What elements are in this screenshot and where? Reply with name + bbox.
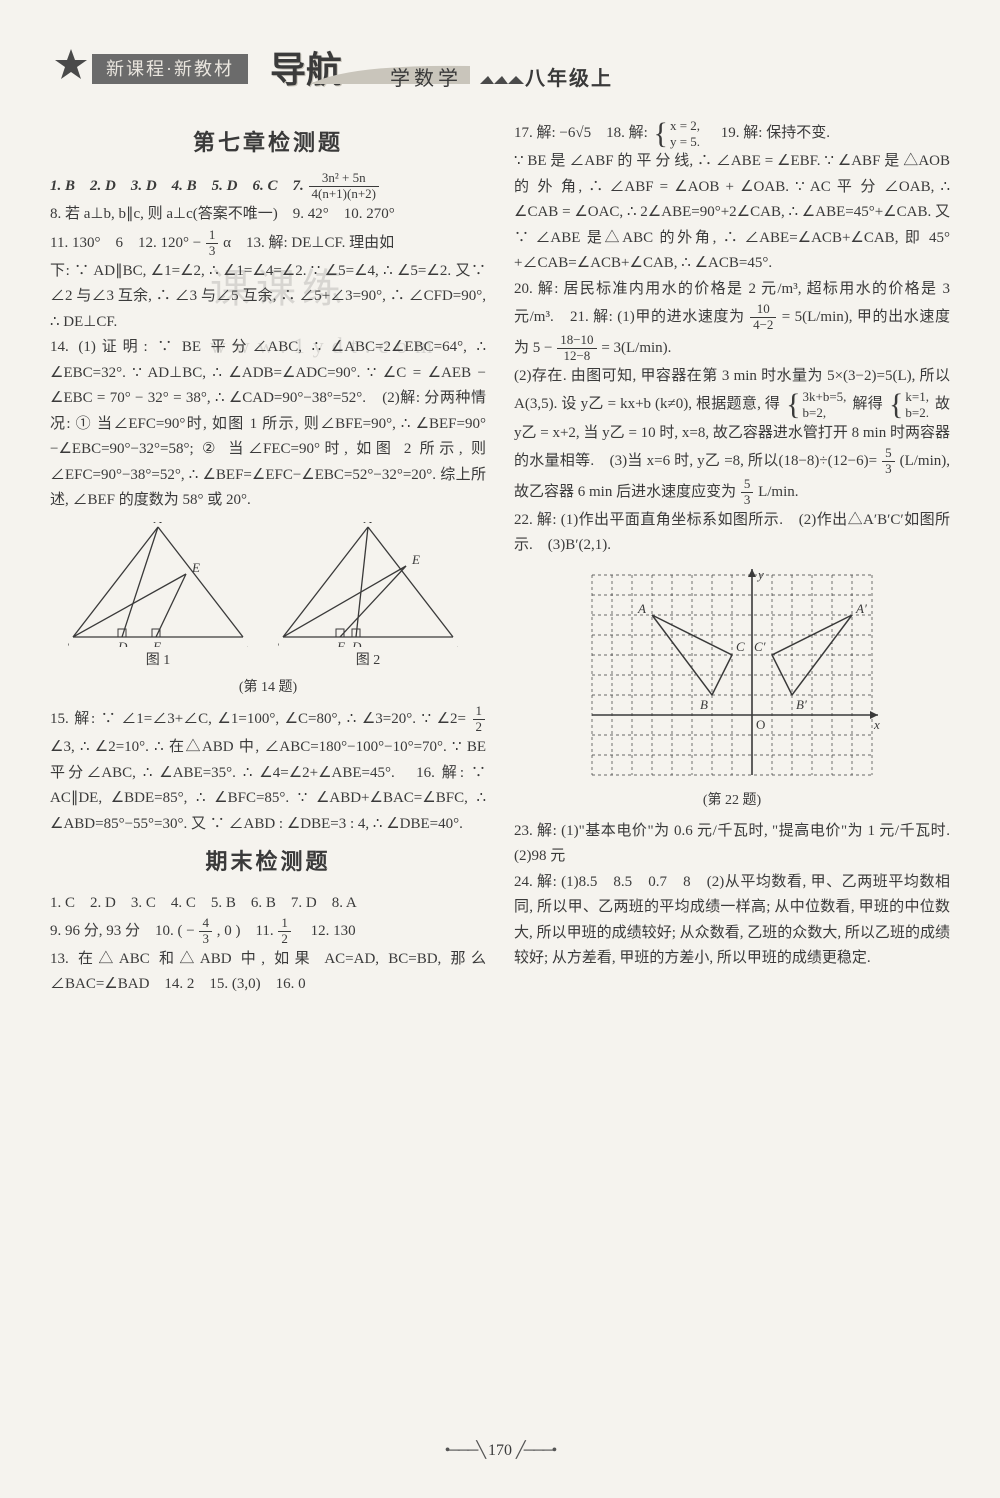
ans-20-21-1: 20. 解: 居民标准内用水的价格是 2 元/m³, 超标用水的价格是 3 元/… — [514, 277, 950, 364]
svg-text:E: E — [411, 552, 420, 567]
q21-frac3: 5 3 — [882, 446, 895, 477]
pgnum-deco-right: ╱───• — [516, 1442, 555, 1459]
ans-14: 14. (1)证明: ∵ BE 平分∠ABC, ∴ ∠ABC=2∠EBC=64°… — [50, 335, 486, 514]
pgnum-value: 170 — [488, 1442, 512, 1459]
exam-13-16: 13. 在△ABC 和△ABD 中, 如果 AC=AD, BC=BD, 那么∠B… — [50, 947, 486, 998]
ans-22: 22. 解: (1)作出平面直角坐标系如图所示. (2)作出△A′B′C′如图所… — [514, 508, 950, 559]
q18-system: { x = 2, y = 5. — [654, 118, 701, 149]
svg-text:y: y — [756, 567, 764, 582]
right-column: 17. 解: −6√5 18. 解: { x = 2, y = 5. 19. 解… — [514, 118, 950, 998]
q21-frac1: 10 4−2 — [750, 302, 776, 333]
triangle-2: A B C D E F — [278, 522, 458, 647]
q21-sys1: { 3k+b=5, b=2, — [786, 389, 846, 420]
figure-2: A B C D E F 图 2 — [278, 522, 458, 673]
triangle-1: A B C D E F — [68, 522, 248, 647]
svg-text:F: F — [336, 639, 346, 647]
q21-frac2: 18−10 12−8 — [557, 333, 596, 364]
star-icon — [54, 48, 88, 82]
svg-text:C: C — [736, 639, 745, 654]
pgnum-deco-left: •───╲ — [445, 1442, 484, 1459]
svg-text:C: C — [457, 639, 458, 647]
final-exam-title: 期末检测题 — [50, 843, 486, 880]
q21-frac4: 5 3 — [741, 477, 754, 508]
svg-text:B: B — [700, 697, 708, 712]
grade-label: 八年级上 — [525, 62, 613, 96]
q21-sys2: { k=1, b=2. — [889, 389, 929, 420]
q22-figure: x y O A B C A′ B′ C′ (第 22 题) — [514, 565, 950, 813]
fig2-label: 图 2 — [356, 649, 381, 673]
wave-icon — [480, 74, 524, 86]
svg-text:E: E — [191, 560, 200, 575]
series-label: 新课程·新教材 — [92, 54, 248, 84]
ans-23: 23. 解: (1)"基本电价"为 0.6 元/千瓦时, "提高电价"为 1 元… — [514, 819, 950, 870]
q10-fraction: 4 3 — [199, 916, 212, 947]
svg-text:B: B — [278, 639, 279, 647]
ans-1-7: 1. B 2. D 3. D 4. B 5. D 6. C 7. 3n² + 5… — [50, 171, 486, 202]
svg-text:A′: A′ — [855, 601, 867, 616]
figure-1: A B C D E F 图 1 — [68, 522, 248, 673]
exam-9-12: 9. 96 分, 93 分 10. ( − 4 3 , 0 ) 11. 1 2 … — [50, 916, 486, 947]
ans-13-proof: 下: ∵ AD∥BC, ∠1=∠2, ∴ ∠1=∠4=∠2. ∵ ∠5=∠4, … — [50, 259, 486, 336]
content-columns: 第七章检测题 1. B 2. D 3. D 4. B 5. D 6. C 7. … — [50, 118, 950, 998]
q14-figures: A B C D E F 图 1 A B C D E F 图 2 — [68, 522, 486, 673]
q15-fraction: 1 2 — [473, 704, 486, 735]
exam-1-8: 1. C 2. D 3. C 4. C 5. B 6. B 7. D 8. A — [50, 891, 486, 917]
q14-caption: (第 14 题) — [50, 676, 486, 700]
svg-text:C′: C′ — [754, 639, 766, 654]
q12-fraction: 1 3 — [206, 228, 219, 259]
svg-text:A: A — [153, 522, 162, 526]
svg-text:O: O — [756, 717, 765, 732]
svg-text:D: D — [351, 639, 362, 647]
ans-11-13: 11. 130° 6 12. 120° − 1 3 α 13. 解: DE⊥CF… — [50, 228, 486, 259]
chapter7-title: 第七章检测题 — [50, 124, 486, 161]
ans-17-19: 17. 解: −6√5 18. 解: { x = 2, y = 5. 19. 解… — [514, 118, 950, 149]
ans-15-16: 15. 解: ∵ ∠1=∠3+∠C, ∠1=100°, ∠C=80°, ∴ ∠3… — [50, 704, 486, 837]
page-number: •───╲ 170 ╱───• — [0, 1437, 1000, 1464]
left-column: 第七章检测题 1. B 2. D 3. D 4. B 5. D 6. C 7. … — [50, 118, 486, 998]
svg-text:A: A — [637, 601, 646, 616]
page: 课课练 www.1ydt.com 新课程·新教材 导航 学数学 八年级上 第七章… — [0, 0, 1000, 1498]
fig1-label: 图 1 — [146, 649, 171, 673]
q1-7-text: 1. B 2. D 3. D 4. B 5. D 6. C 7. — [50, 178, 308, 194]
q22-caption: (第 22 题) — [703, 789, 761, 813]
ans-24: 24. 解: (1)8.5 8.5 0.7 8 (2)从平均数看, 甲、乙两班平… — [514, 870, 950, 972]
svg-text:F: F — [152, 639, 162, 647]
q7-fraction: 3n² + 5n 4(n+1)(n+2) — [309, 171, 379, 202]
ans-8-10: 8. 若 a⊥b, b∥c, 则 a⊥c(答案不唯一) 9. 42° 10. 2… — [50, 202, 486, 228]
ans-21-2-3: (2)存在. 由图可知, 甲容器在第 3 min 时水量为 5×(3−2)=5(… — [514, 364, 950, 508]
coordinate-grid: x y O A B C A′ B′ C′ — [582, 565, 882, 785]
subject-label: 学数学 — [390, 62, 462, 96]
svg-text:B′: B′ — [796, 697, 807, 712]
svg-text:C: C — [247, 639, 248, 647]
page-header: 新课程·新教材 导航 学数学 八年级上 — [50, 40, 950, 100]
svg-text:A: A — [363, 522, 372, 526]
q11-fraction: 1 2 — [278, 916, 291, 947]
svg-text:B: B — [68, 639, 69, 647]
ans-19-proof: ∵ BE 是 ∠ABF 的 平 分 线, ∴ ∠ABE = ∠EBF. ∵ ∠A… — [514, 149, 950, 277]
svg-text:x: x — [873, 717, 880, 732]
svg-text:D: D — [117, 639, 128, 647]
